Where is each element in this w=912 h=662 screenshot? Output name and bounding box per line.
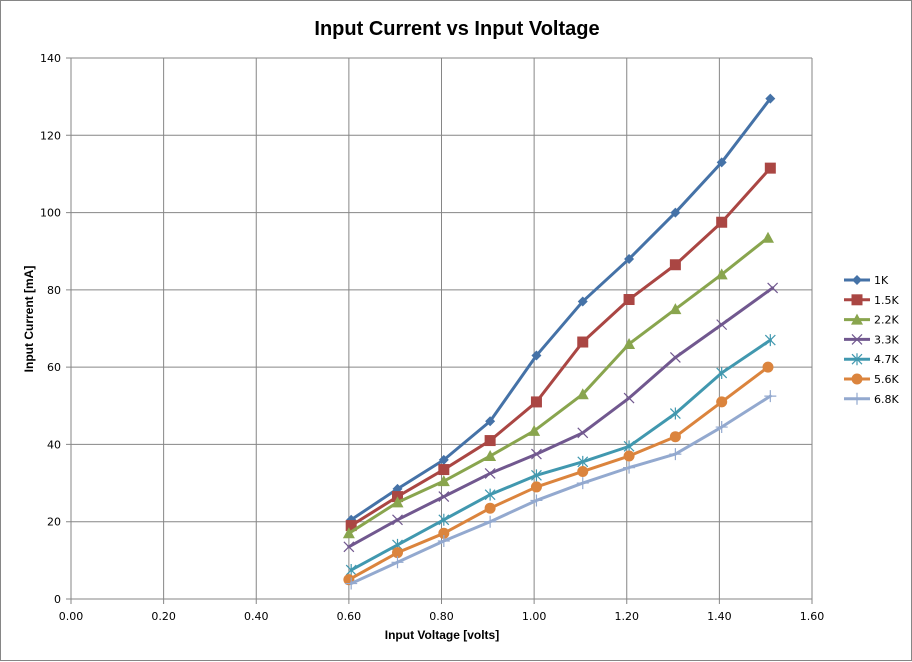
y-tick-label: 80: [47, 284, 61, 297]
legend-item-3.3K: 3.3K: [844, 333, 899, 346]
x-axis-label: Input Voltage [volts]: [385, 628, 499, 642]
series-4.7K: [345, 334, 776, 577]
svg-text:1.5K: 1.5K: [874, 294, 899, 307]
y-tick-label: 140: [40, 52, 61, 65]
x-tick-label: 0.40: [244, 610, 269, 623]
series-6.8K: [345, 390, 777, 590]
legend-item-5.6K: 5.6K: [844, 373, 899, 386]
x-tick-label: 1.40: [707, 610, 732, 623]
legend-item-4.7K: 4.7K: [844, 353, 899, 366]
series-3.3K: [343, 282, 779, 553]
svg-text:6.8K: 6.8K: [874, 393, 899, 406]
x-tick-label: 0.80: [429, 610, 454, 623]
y-tick-label: 20: [47, 516, 61, 529]
svg-text:4.7K: 4.7K: [874, 353, 899, 366]
svg-text:2.2K: 2.2K: [874, 314, 899, 327]
series-5.6K: [343, 361, 774, 586]
series-2.2K: [342, 231, 775, 539]
x-tick-label: 1.20: [615, 610, 640, 623]
legend: 1K 1.5K 2.2K 3.3K 4.7K 5.6K 6.8K: [844, 274, 899, 406]
svg-text:5.6K: 5.6K: [874, 373, 899, 386]
gridlines: [66, 57, 813, 604]
x-tick-label: 0.20: [151, 610, 176, 623]
legend-item-1K: 1K: [844, 274, 889, 287]
data-series: [342, 93, 779, 590]
x-tick-label: 0.00: [59, 610, 84, 623]
y-tick-label: 120: [40, 129, 61, 142]
axes: 0.00 0.20 0.40 0.60 0.80 1.00 1.20 1.40 1.60 0 20 4…: [40, 52, 824, 623]
y-tick-label: 60: [47, 361, 61, 374]
svg-text:3.3K: 3.3K: [874, 333, 899, 346]
legend-item-6.8K: 6.8K: [844, 393, 899, 406]
y-tick-label: 0: [54, 593, 61, 606]
y-tick-label: 40: [47, 438, 61, 451]
chart-title: Input Current vs Input Voltage: [314, 18, 599, 40]
series-1.5K: [345, 162, 776, 532]
svg-text:1K: 1K: [874, 274, 889, 287]
legend-item-2.2K: 2.2K: [844, 313, 899, 327]
x-tick-label: 1.00: [522, 610, 547, 623]
x-tick-label: 0.60: [337, 610, 362, 623]
series-1K: [346, 93, 776, 525]
legend-item-1.5K: 1.5K: [844, 294, 899, 307]
x-tick-label: 1.60: [800, 610, 825, 623]
y-tick-label: 100: [40, 207, 61, 220]
y-axis-label: Input Current [mA]: [22, 266, 36, 373]
